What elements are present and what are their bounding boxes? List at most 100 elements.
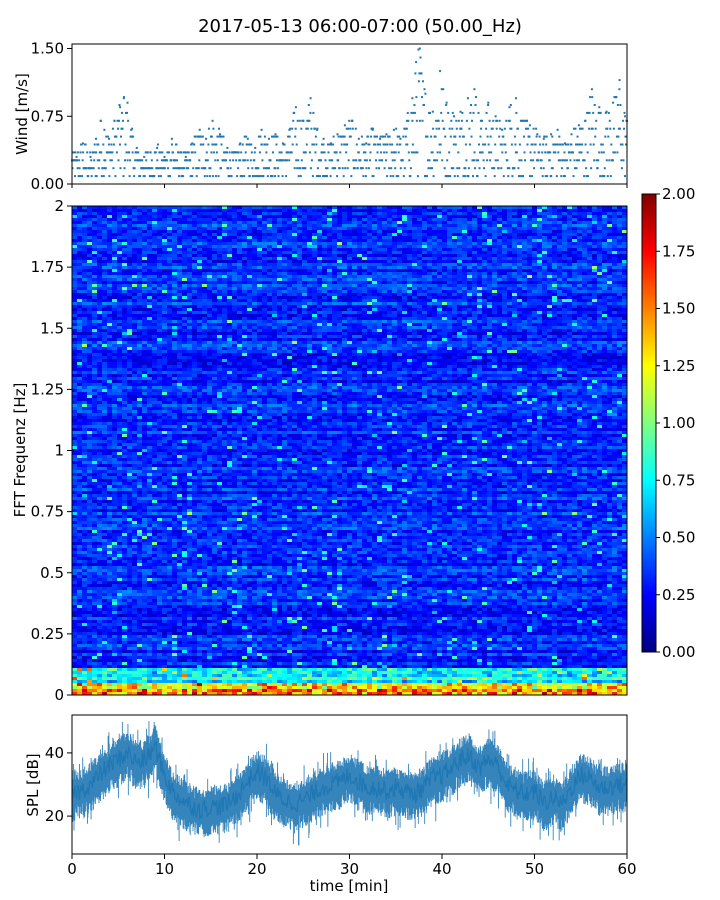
spectrogram-cell [82, 476, 88, 480]
spectrogram-cell [82, 572, 88, 576]
spectrogram-cell [107, 560, 113, 564]
spectrogram-cell [147, 545, 153, 549]
spectrogram-cell [162, 674, 168, 678]
spectrogram-cell [97, 428, 103, 432]
wind-point [326, 167, 329, 170]
wind-point [590, 167, 593, 170]
wind-point [491, 167, 494, 170]
wind-point [253, 151, 256, 154]
spectrogram-cell [182, 398, 188, 402]
spectrogram-cell [107, 212, 113, 216]
spectrogram-cell [162, 662, 168, 666]
spectrogram-cell [172, 263, 178, 267]
spectrogram-cell [172, 680, 178, 684]
spectrogram-cell [107, 650, 113, 654]
wind-point [511, 175, 514, 178]
spectrogram-cell [122, 470, 128, 474]
spectrogram-cell [117, 602, 123, 606]
wind-point [388, 135, 391, 138]
spectrogram-cell [77, 371, 83, 375]
spectrogram-cell [152, 224, 158, 228]
spectrogram-cell [87, 293, 93, 297]
wind-peak-point [564, 142, 566, 145]
spectrogram-cell [132, 308, 138, 312]
spectrogram-cell [82, 530, 88, 534]
spectrogram-cell [97, 368, 103, 372]
spectrogram-cell [127, 257, 133, 261]
wind-point [424, 175, 427, 178]
spectrogram-cell [137, 551, 143, 555]
spectrogram-cell [152, 611, 158, 615]
spectrogram-cell [137, 500, 143, 504]
spectrogram-cell [152, 605, 158, 609]
wind-peak-point [75, 155, 78, 158]
spectrogram-cell [147, 365, 153, 369]
spectrogram-cell [107, 317, 113, 321]
wind-point [372, 175, 375, 178]
spectrogram-cell [72, 647, 78, 651]
spectrogram-cell [87, 338, 93, 342]
spectrogram-cell [177, 446, 183, 450]
wind-point [504, 143, 507, 146]
spectrogram-cell [127, 344, 133, 348]
wind-peak-point [119, 106, 122, 109]
wind-point [277, 175, 280, 178]
spectrogram-cell [87, 500, 93, 504]
spectrogram-cell [152, 596, 158, 600]
spectrogram-cell [167, 383, 173, 387]
spectrogram-cell [72, 560, 78, 564]
wind-point [517, 175, 520, 178]
spectrogram-cell [112, 233, 118, 237]
wind-point [594, 135, 597, 138]
spectrogram-cell [137, 431, 143, 435]
wind-point [106, 135, 109, 138]
spectrogram-cell [167, 674, 173, 678]
spectrogram-cell [172, 254, 178, 258]
spectrogram-cell [132, 521, 138, 525]
spectrogram-cell [122, 248, 128, 252]
spectrogram-cell [107, 329, 113, 333]
spectrogram-cell [177, 218, 183, 222]
spectrogram-cell [87, 599, 93, 603]
spectrogram-cell [162, 458, 168, 462]
spectrogram-cell [137, 410, 143, 414]
spectrogram-cell [97, 476, 103, 480]
wind-point [485, 127, 488, 130]
spectrogram-cell [87, 650, 93, 654]
spectrogram-cell [112, 581, 118, 585]
wind-point [341, 167, 344, 170]
spectrogram-cell [122, 275, 128, 279]
spectrogram-cell [182, 248, 188, 252]
spectrogram-cell [82, 335, 88, 339]
spectrogram-cell [87, 512, 93, 516]
spectrogram-cell [147, 578, 153, 582]
spectrogram-cell [147, 236, 153, 240]
spectrogram-cell [107, 692, 113, 696]
wind-point [470, 135, 473, 138]
spectrogram-cell [97, 629, 103, 633]
wind-point [381, 159, 384, 162]
wind-point [502, 135, 505, 138]
spectrogram-cell [142, 449, 148, 453]
spectrogram-cell [112, 524, 118, 528]
spectrogram-cell [77, 455, 83, 459]
spectrogram-cell [112, 497, 118, 501]
spectrogram-cell [102, 434, 108, 438]
spectrogram-cell [77, 671, 83, 675]
spectrogram-cell [172, 413, 178, 417]
spectrogram-cell [92, 608, 98, 612]
spectrogram-cell [102, 680, 108, 684]
spectrogram-cell [137, 563, 143, 567]
spectrogram-cell [152, 488, 158, 492]
spectrogram-cell [112, 335, 118, 339]
spectrogram-cell [167, 218, 173, 222]
spectrogram-cell [72, 581, 78, 585]
spectrogram-cell [127, 632, 133, 636]
spectrogram-cell [172, 527, 178, 531]
spectrogram-cell [182, 221, 188, 225]
spectrogram-cell [147, 671, 153, 675]
spectrogram-cell [142, 536, 148, 540]
spectrogram-cell [187, 329, 193, 333]
spectrogram-cell [177, 611, 183, 615]
spectrogram-cell [152, 383, 158, 387]
